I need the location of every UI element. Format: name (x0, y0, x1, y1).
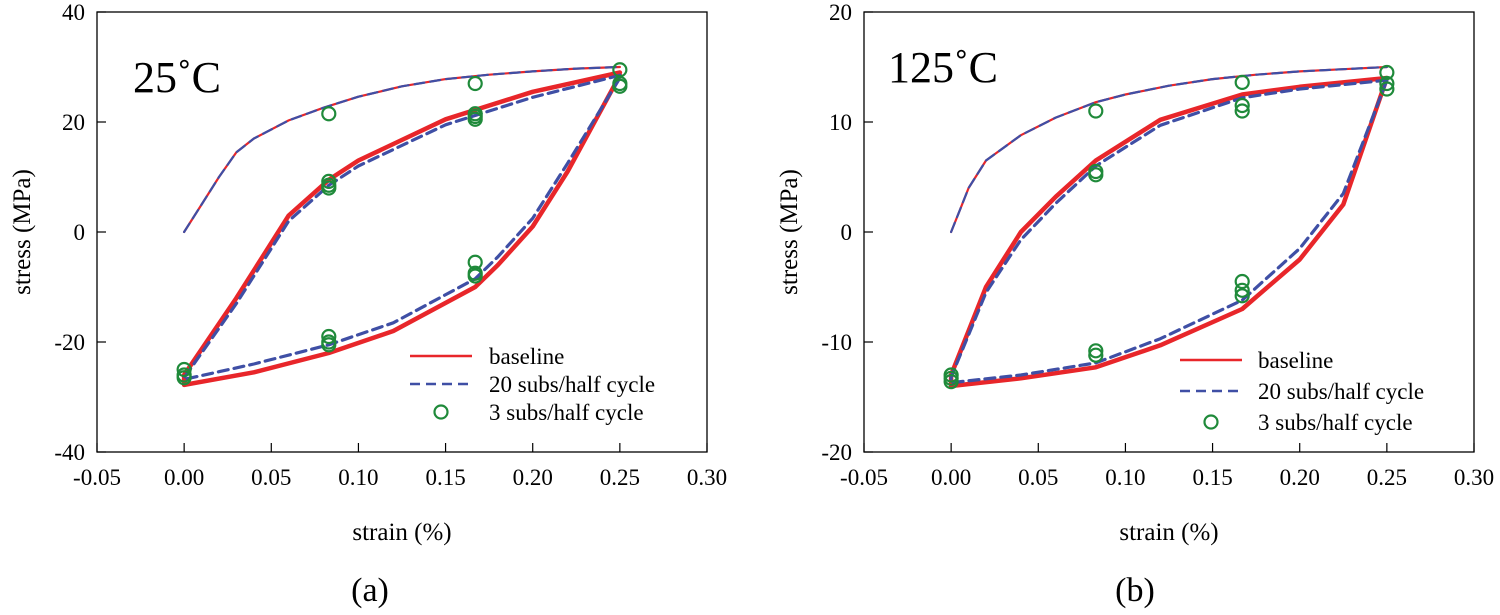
series-3-subs-half-cycle-point (1234, 103, 1250, 119)
series-3-subs-half-cycle-point (321, 180, 337, 196)
series-layer (176, 62, 628, 388)
y-tick-label: 0 (74, 220, 86, 245)
x-tick-label: 0.20 (513, 465, 553, 490)
x-tick-label: 0.10 (338, 465, 378, 490)
x-axis-label: strain (%) (352, 519, 451, 546)
x-tick-label: 0.20 (1280, 465, 1320, 490)
series-3-subs-half-cycle-point (176, 370, 192, 386)
series-3-subs-half-cycle-point (1234, 273, 1250, 290)
series-20-subs-half-cycle-initial-curve (183, 65, 621, 234)
series-3-subs-half-cycle-point (1234, 74, 1250, 91)
x-tick-label: 0.05 (251, 465, 291, 490)
series-20-subs-half-cycle-initial-curve (950, 65, 1388, 234)
series-3-subs-half-cycle-point (321, 328, 337, 345)
legend-label-3-subs-half-cycle: 3 subs/half cycle (489, 400, 644, 425)
series-3-subs-half-cycle-point (321, 106, 337, 122)
series-3-subs-half-cycle-point (1379, 64, 1395, 81)
legend-label-20-subs-half-cycle: 20 subs/half cycle (489, 372, 655, 397)
y-tick-label: -40 (54, 440, 85, 465)
series-3-subs-half-cycle-point (321, 337, 337, 353)
temperature-annotation: 25˚C (133, 53, 221, 102)
series-3-subs-half-cycle-point (1088, 167, 1104, 183)
series-3-subs-half-cycle-point (467, 75, 483, 92)
legend: baseline 20 subs/half cycle 3 subs/half cy… (410, 344, 655, 425)
series-3-subs-half-cycle-point (943, 374, 959, 390)
x-tick-label: 0.30 (1454, 465, 1494, 490)
series-layer (943, 64, 1395, 390)
series-baseline-hysteresis-loop (948, 75, 1390, 389)
y-tick-label: -10 (821, 330, 852, 355)
y-tick-label: 10 (829, 110, 852, 135)
legend: baseline 20 subs/half cycle 3 subs/half cy… (1180, 348, 1424, 435)
x-tick-label: -0.05 (840, 465, 888, 490)
panel-b: -0.05 0.00 0.05 0.10 0.15 0.20 0.25 0.30 -20 -10 0… (776, 0, 1494, 609)
axis-ticks: -0.05 0.00 0.05 0.10 0.15 0.20 0.25 0.30 -20 -10 0… (821, 0, 1494, 490)
x-tick-label: 0.30 (687, 465, 727, 490)
y-axis-label: stress (MPa) (9, 169, 36, 295)
series-baseline-initial-curve (950, 65, 1388, 234)
legend-label-baseline: baseline (1258, 348, 1333, 373)
y-axis-label: stress (MPa) (776, 169, 803, 295)
x-tick-label: 0.00 (931, 465, 971, 490)
legend-marker-3-subs-half-cycle (1203, 414, 1219, 430)
legend-label-3-subs-half-cycle: 3 subs/half cycle (1258, 410, 1413, 435)
y-tick-label: 40 (62, 0, 85, 25)
series-20-subs-half-cycle-hysteresis-loop (949, 78, 1389, 385)
series-3-subs-half-cycle-point (1234, 97, 1250, 114)
legend-marker-3-subs-half-cycle (433, 404, 449, 420)
x-tick-label: 0.05 (1018, 465, 1058, 490)
series-20-subs-half-cycle-hysteresis-loop (182, 73, 622, 381)
y-tick-label: 20 (62, 110, 85, 135)
y-tick-label: -20 (54, 330, 85, 355)
x-tick-label: 0.25 (1367, 465, 1407, 490)
series-3-subs-half-cycle-point (176, 361, 192, 378)
y-tick-label: -20 (821, 440, 852, 465)
series-baseline-hysteresis-loop (181, 70, 623, 388)
panel-label: (a) (351, 572, 389, 609)
series-3-subs-half-cycle-point (1234, 288, 1250, 304)
legend-label-20-subs-half-cycle: 20 subs/half cycle (1258, 379, 1424, 404)
y-tick-label: 0 (841, 220, 853, 245)
legend-label-baseline: baseline (489, 344, 564, 369)
x-tick-label: -0.05 (73, 465, 121, 490)
series-3-subs-half-cycle-point (1088, 103, 1104, 119)
series-3-subs-half-cycle-point (612, 78, 628, 94)
axis-ticks: -0.05 0.00 0.05 0.10 0.15 0.20 0.25 0.30 -40 -20 0… (54, 0, 727, 490)
x-tick-label: 0.25 (600, 465, 640, 490)
panel-a: -0.05 0.00 0.05 0.10 0.15 0.20 0.25 0.30 -40 -20 0… (9, 0, 727, 609)
series-3-subs-half-cycle-point (467, 111, 483, 127)
series-3-subs-half-cycle-point (1088, 347, 1104, 363)
series-3-subs-half-cycle-point (1379, 75, 1395, 92)
series-3-subs-half-cycle-point (1379, 81, 1395, 97)
temperature-annotation: 125˚C (888, 43, 998, 92)
series-3-subs-half-cycle-point (467, 268, 483, 284)
series-3-subs-half-cycle-point (1234, 282, 1250, 298)
x-tick-label: 0.15 (425, 465, 465, 490)
x-tick-label: 0.10 (1105, 465, 1145, 490)
y-tick-label: 20 (829, 0, 852, 25)
x-axis-label: strain (%) (1119, 519, 1218, 546)
series-3-subs-half-cycle-point (1088, 343, 1104, 359)
panel-label: (b) (1115, 572, 1155, 609)
x-tick-label: 0.15 (1192, 465, 1232, 490)
x-tick-label: 0.00 (164, 465, 204, 490)
